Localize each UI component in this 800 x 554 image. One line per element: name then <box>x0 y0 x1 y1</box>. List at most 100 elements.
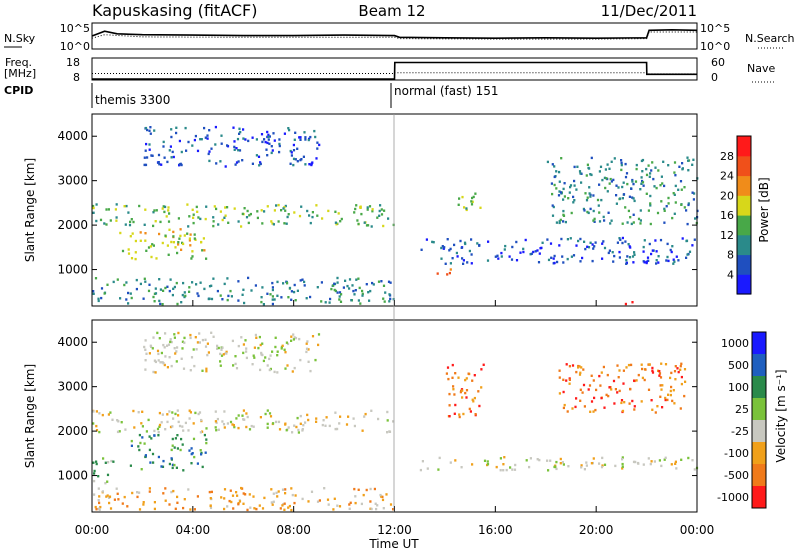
heatmap-cell <box>153 501 156 504</box>
heatmap-cell <box>636 461 640 465</box>
heatmap-cell <box>305 297 308 300</box>
heatmap-cell <box>201 369 204 372</box>
heatmap-cell <box>252 354 255 357</box>
heatmap-cell <box>157 161 160 164</box>
heatmap-cell <box>212 224 215 228</box>
heatmap-cell <box>317 343 320 347</box>
heatmap-cell <box>188 286 191 289</box>
heatmap-cell <box>178 237 181 240</box>
heatmap-cell <box>212 277 215 280</box>
heatmap-cell <box>237 426 240 430</box>
heatmap-cell <box>449 268 452 271</box>
heatmap-cell <box>647 457 650 460</box>
heatmap-cell <box>367 291 370 294</box>
heatmap-cell <box>613 402 616 405</box>
heatmap-cell <box>105 208 108 211</box>
heatmap-cell <box>201 465 204 469</box>
heatmap-cell <box>446 273 449 276</box>
heatmap-cell <box>448 392 451 396</box>
heatmap-cell <box>348 503 351 506</box>
heatmap-cell <box>295 425 298 429</box>
heatmap-cell <box>632 460 636 464</box>
heatmap-cell <box>311 211 314 214</box>
heatmap-cell <box>377 280 381 283</box>
heatmap-cell <box>189 508 192 511</box>
heatmap-cell <box>494 255 497 258</box>
heatmap-cell <box>292 338 295 341</box>
heatmap-cell <box>371 281 374 285</box>
heatmap-cell <box>562 187 565 191</box>
heatmap-cell <box>561 461 564 464</box>
heatmap-cell <box>662 160 665 163</box>
heatmap-cell <box>158 337 161 340</box>
heatmap-cell <box>191 144 194 147</box>
heatmap-cell <box>109 411 112 414</box>
heatmap-cell <box>552 257 555 260</box>
heatmap-cell <box>673 212 676 215</box>
heatmap-cell <box>473 396 476 400</box>
heatmap-cell <box>389 503 393 506</box>
heatmap-cell <box>316 141 319 144</box>
colorbar-swatch <box>737 274 751 295</box>
heatmap-cell <box>92 410 95 413</box>
heatmap-cell <box>465 208 468 212</box>
heatmap-cell <box>207 152 210 156</box>
heatmap-cell <box>93 472 96 475</box>
heatmap-cell <box>597 204 600 207</box>
heatmap-cell <box>184 126 187 130</box>
heatmap-cell <box>223 507 226 511</box>
heatmap-cell <box>95 203 98 206</box>
heatmap-cell <box>176 434 179 437</box>
heatmap-cell <box>606 373 609 377</box>
heatmap-cell <box>566 238 569 241</box>
heatmap-cell <box>328 424 331 428</box>
heatmap-cell <box>223 216 226 219</box>
heatmap-cell <box>625 366 628 369</box>
heatmap-cell <box>219 364 222 367</box>
heatmap-cell <box>270 488 273 491</box>
heatmap-cell <box>555 170 558 173</box>
heatmap-cell <box>339 300 343 303</box>
heatmap-cell <box>125 281 128 284</box>
heatmap-cell <box>192 422 195 425</box>
heatmap-cell <box>189 411 192 414</box>
heatmap-cell <box>451 257 454 260</box>
heatmap-cell <box>116 278 119 281</box>
heatmap-cell <box>196 341 199 344</box>
heatmap-cell <box>365 283 368 286</box>
heatmap-cell <box>108 495 112 498</box>
heatmap-cell <box>369 289 372 293</box>
heatmap-cell <box>158 411 161 415</box>
heatmap-cell <box>562 198 565 201</box>
heatmap-cell <box>368 205 372 208</box>
heatmap-cell <box>166 366 169 369</box>
colorbar-tick-label: 4 <box>727 268 734 281</box>
heatmap-cell <box>92 211 95 214</box>
heatmap-cell <box>674 462 677 465</box>
heatmap-cell <box>159 288 162 291</box>
heatmap-cell <box>624 206 627 209</box>
cpid-label: CPID <box>4 84 33 97</box>
heatmap-cell <box>672 389 675 392</box>
heatmap-cell <box>651 249 654 252</box>
heatmap-cell <box>338 422 341 425</box>
heatmap-cell <box>591 259 594 263</box>
heatmap-cell <box>471 379 474 382</box>
heatmap-cell <box>562 378 565 381</box>
heatmap-cell <box>332 508 335 511</box>
heatmap-cell <box>612 178 615 182</box>
heatmap-cell <box>353 293 356 296</box>
heatmap-cell <box>183 234 186 237</box>
heatmap-cell <box>161 207 164 210</box>
heatmap-cell <box>666 398 669 402</box>
heatmap-cell <box>674 365 677 368</box>
heatmap-cell <box>579 371 582 374</box>
heatmap-cell <box>274 345 277 349</box>
heatmap-cell <box>286 364 289 367</box>
heatmap-cell <box>270 220 273 223</box>
heatmap-cell <box>173 347 176 350</box>
heatmap-cell <box>675 255 678 258</box>
heatmap-cell <box>551 214 555 217</box>
heatmap-cell <box>353 487 356 491</box>
heatmap-cell <box>457 203 460 206</box>
